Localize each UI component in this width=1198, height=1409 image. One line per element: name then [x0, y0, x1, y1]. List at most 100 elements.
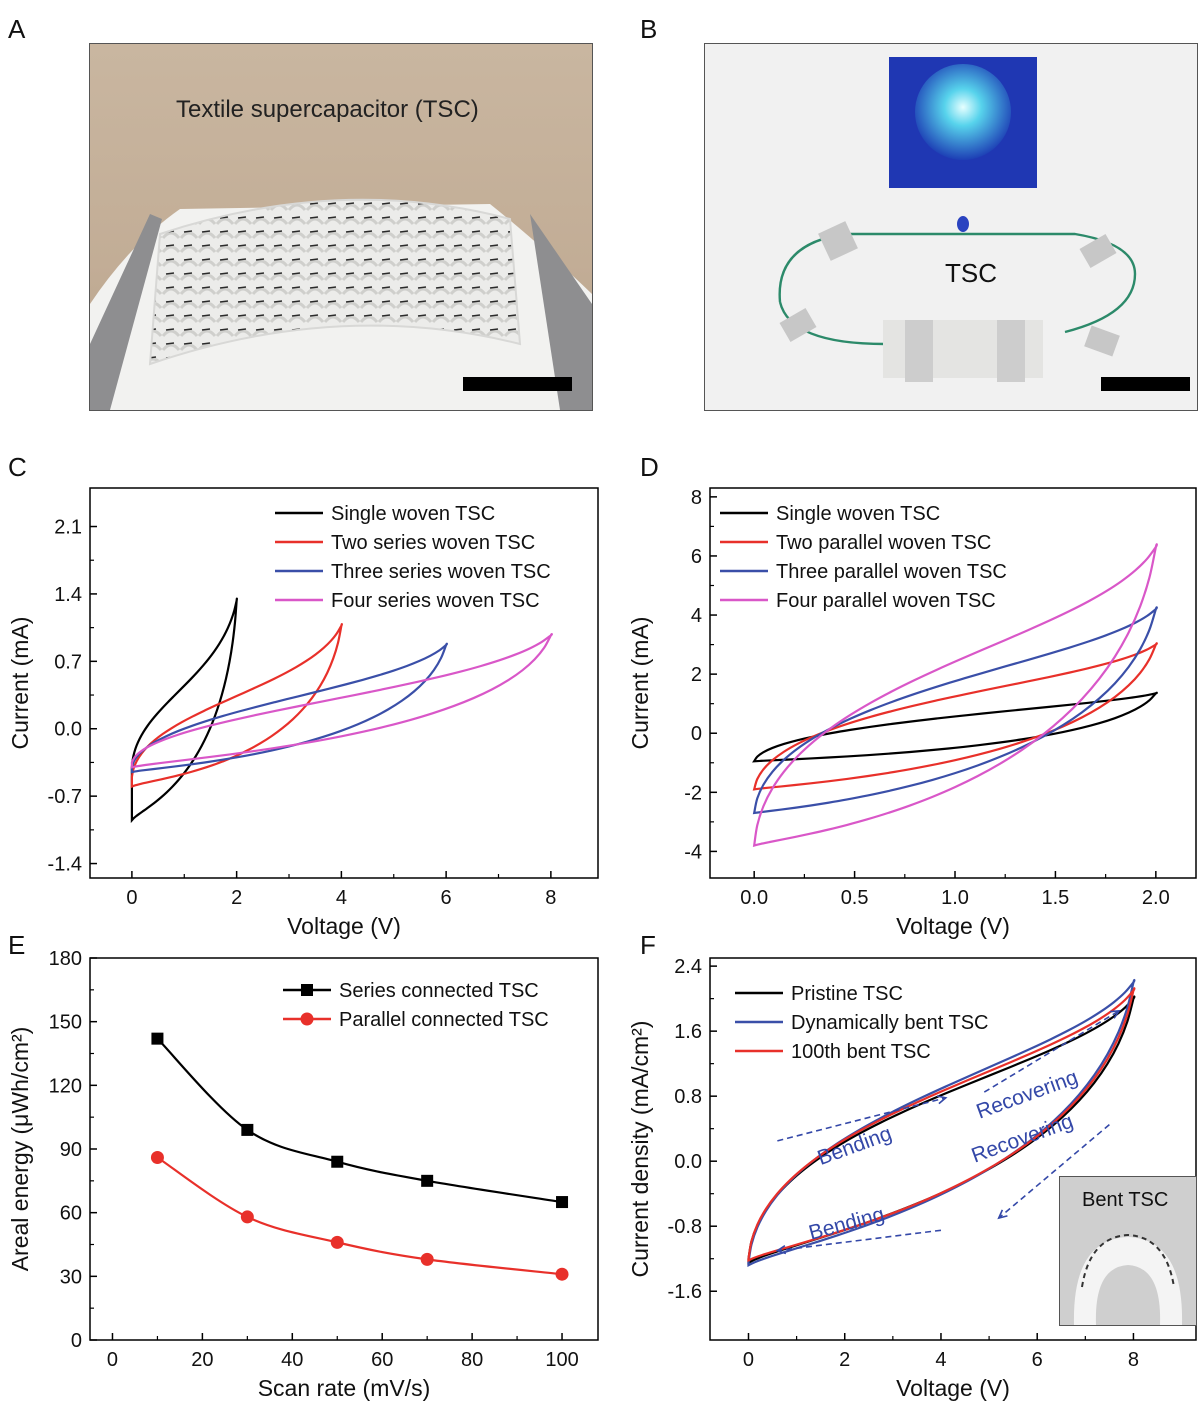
y-tick-label: 8	[691, 487, 702, 509]
annotation-arrowhead	[775, 1245, 787, 1255]
led-circuit-illustration	[778, 57, 1190, 391]
x-tick-label: 4	[336, 887, 347, 909]
x-tick-label: 0	[743, 1349, 754, 1371]
inset-bent-tsc-photo: Bent TSC	[1059, 1176, 1197, 1326]
y-tick-label: 0.7	[54, 651, 82, 673]
chart-e: 0 20 40 60 80 100 0 30 60 90 120 150 180 Scan rate (m…	[7, 948, 599, 1401]
x-axis-label: Voltage (V)	[896, 913, 1010, 939]
series-line-1	[130, 597, 238, 824]
annotation-arrow	[777, 1229, 942, 1252]
x-tick-label: 6	[441, 887, 452, 909]
x-axis-label: Voltage (V)	[287, 913, 401, 939]
data-point	[556, 1196, 569, 1209]
photo-led-circuit: TSC	[704, 43, 1198, 411]
x-tick-label: 0.0	[740, 887, 768, 909]
x-tick-label: 0	[107, 1349, 118, 1371]
y-tick-label: -2	[684, 782, 702, 804]
x-tick-label: 2.0	[1142, 887, 1170, 909]
y-tick-label: 0	[71, 1330, 82, 1352]
y-tick-label: -0.7	[48, 786, 82, 808]
x-tick-label: 0.5	[841, 887, 869, 909]
x-axis-label: Voltage (V)	[896, 1375, 1010, 1401]
panel-letter-c: C	[8, 452, 27, 482]
x-tick-label: 20	[191, 1349, 213, 1371]
y-tick-label: 1.4	[54, 584, 82, 606]
x-tick-label: 2	[231, 887, 242, 909]
legend-label: Three parallel woven TSC	[776, 561, 1007, 583]
plot-frame	[709, 487, 1197, 879]
annotation-label: Bending	[806, 1203, 886, 1245]
panel-letter-f: F	[640, 930, 656, 960]
annotation-arrowhead	[1109, 1009, 1121, 1019]
legend-label: Two parallel woven TSC	[776, 532, 991, 554]
legend-label: Series connected TSC	[339, 980, 539, 1002]
data-point	[150, 1150, 164, 1164]
x-tick-label: 4	[935, 1349, 946, 1371]
data-point	[421, 1174, 434, 1187]
photo-textile-supercapacitor: Textile supercapacitor (TSC)	[89, 43, 593, 411]
data-point	[151, 1032, 164, 1045]
y-tick-label: 1.6	[674, 1021, 702, 1043]
y-tick-label: 2.4	[674, 956, 702, 978]
y-tick-label: -4	[684, 841, 702, 863]
data-point	[420, 1252, 434, 1266]
y-axis-label: Current (mA)	[7, 617, 33, 750]
x-tick-label: 40	[281, 1349, 303, 1371]
y-tick-label: 0.0	[674, 1151, 702, 1173]
plot-frame	[709, 957, 1197, 1341]
series-line-4	[752, 543, 1158, 847]
x-tick-label: 8	[545, 887, 556, 909]
legend-marker	[301, 984, 313, 996]
data-point	[555, 1267, 569, 1281]
panel-letter-d: D	[640, 452, 659, 482]
y-tick-label: -0.8	[668, 1216, 702, 1238]
x-tick-label: 1.0	[941, 887, 969, 909]
y-axis-label: Current density (mA/cm²)	[627, 1021, 653, 1278]
y-tick-label: -1.6	[668, 1281, 702, 1303]
y-tick-label: 60	[60, 1203, 82, 1225]
chart-d: 0.0 0.5 1.0 1.5 2.0 -4 -2 0 2 4 6 8 Voltage (V) Curre…	[627, 487, 1197, 939]
data-point	[241, 1123, 254, 1136]
x-tick-label: 6	[1032, 1349, 1043, 1371]
y-tick-label: 120	[49, 1075, 82, 1097]
annotation-label: Bending	[815, 1122, 895, 1170]
y-tick-label: 30	[60, 1266, 82, 1288]
chart-c: 0 2 4 6 8 -1.4 -0.7 0.0 0.7 1.4 2.1 Voltage (V) Curr…	[7, 487, 599, 939]
annotation-arrowhead	[936, 1095, 948, 1105]
series-line-1	[752, 691, 1158, 763]
photo-b-label: TSC	[945, 258, 997, 288]
y-axis-label: Current (mA)	[627, 617, 653, 750]
x-tick-label: 80	[461, 1349, 483, 1371]
data-point	[330, 1235, 344, 1249]
annotation-arrowhead	[997, 1209, 1008, 1220]
x-axis-label: Scan rate (mV/s)	[258, 1375, 431, 1401]
series-line-2	[752, 642, 1158, 791]
x-tick-label: 2	[839, 1349, 850, 1371]
legend-label: Four series woven TSC	[331, 590, 540, 612]
x-tick-label: 0	[126, 887, 137, 909]
y-tick-label: 180	[49, 948, 82, 970]
x-tick-label: 60	[371, 1349, 393, 1371]
y-axis-label: Areal energy (μWh/cm²)	[7, 1027, 33, 1272]
y-tick-label: 0.0	[54, 719, 82, 741]
y-tick-label: 2	[691, 664, 702, 686]
legend-label: Parallel connected TSC	[339, 1009, 549, 1031]
legend-label: Single woven TSC	[331, 503, 495, 525]
photo-a-caption: Textile supercapacitor (TSC)	[176, 96, 479, 123]
bent-tsc-illustration	[1073, 1233, 1183, 1325]
x-tick-label: 8	[1128, 1349, 1139, 1371]
annotation-arrow	[998, 1124, 1110, 1219]
plot-frame	[89, 487, 599, 879]
panel-letter-e: E	[8, 930, 26, 960]
x-tick-label: 1.5	[1042, 887, 1070, 909]
panel-letter-b: B	[640, 14, 658, 44]
legend-label: Dynamically bent TSC	[791, 1012, 988, 1034]
series-line-3	[752, 606, 1158, 815]
series-line-2	[130, 623, 343, 789]
data-point	[331, 1155, 344, 1168]
data-point	[240, 1210, 254, 1224]
y-tick-label: 0	[691, 723, 702, 745]
y-tick-label: 4	[691, 605, 702, 627]
y-tick-label: 90	[60, 1139, 82, 1161]
